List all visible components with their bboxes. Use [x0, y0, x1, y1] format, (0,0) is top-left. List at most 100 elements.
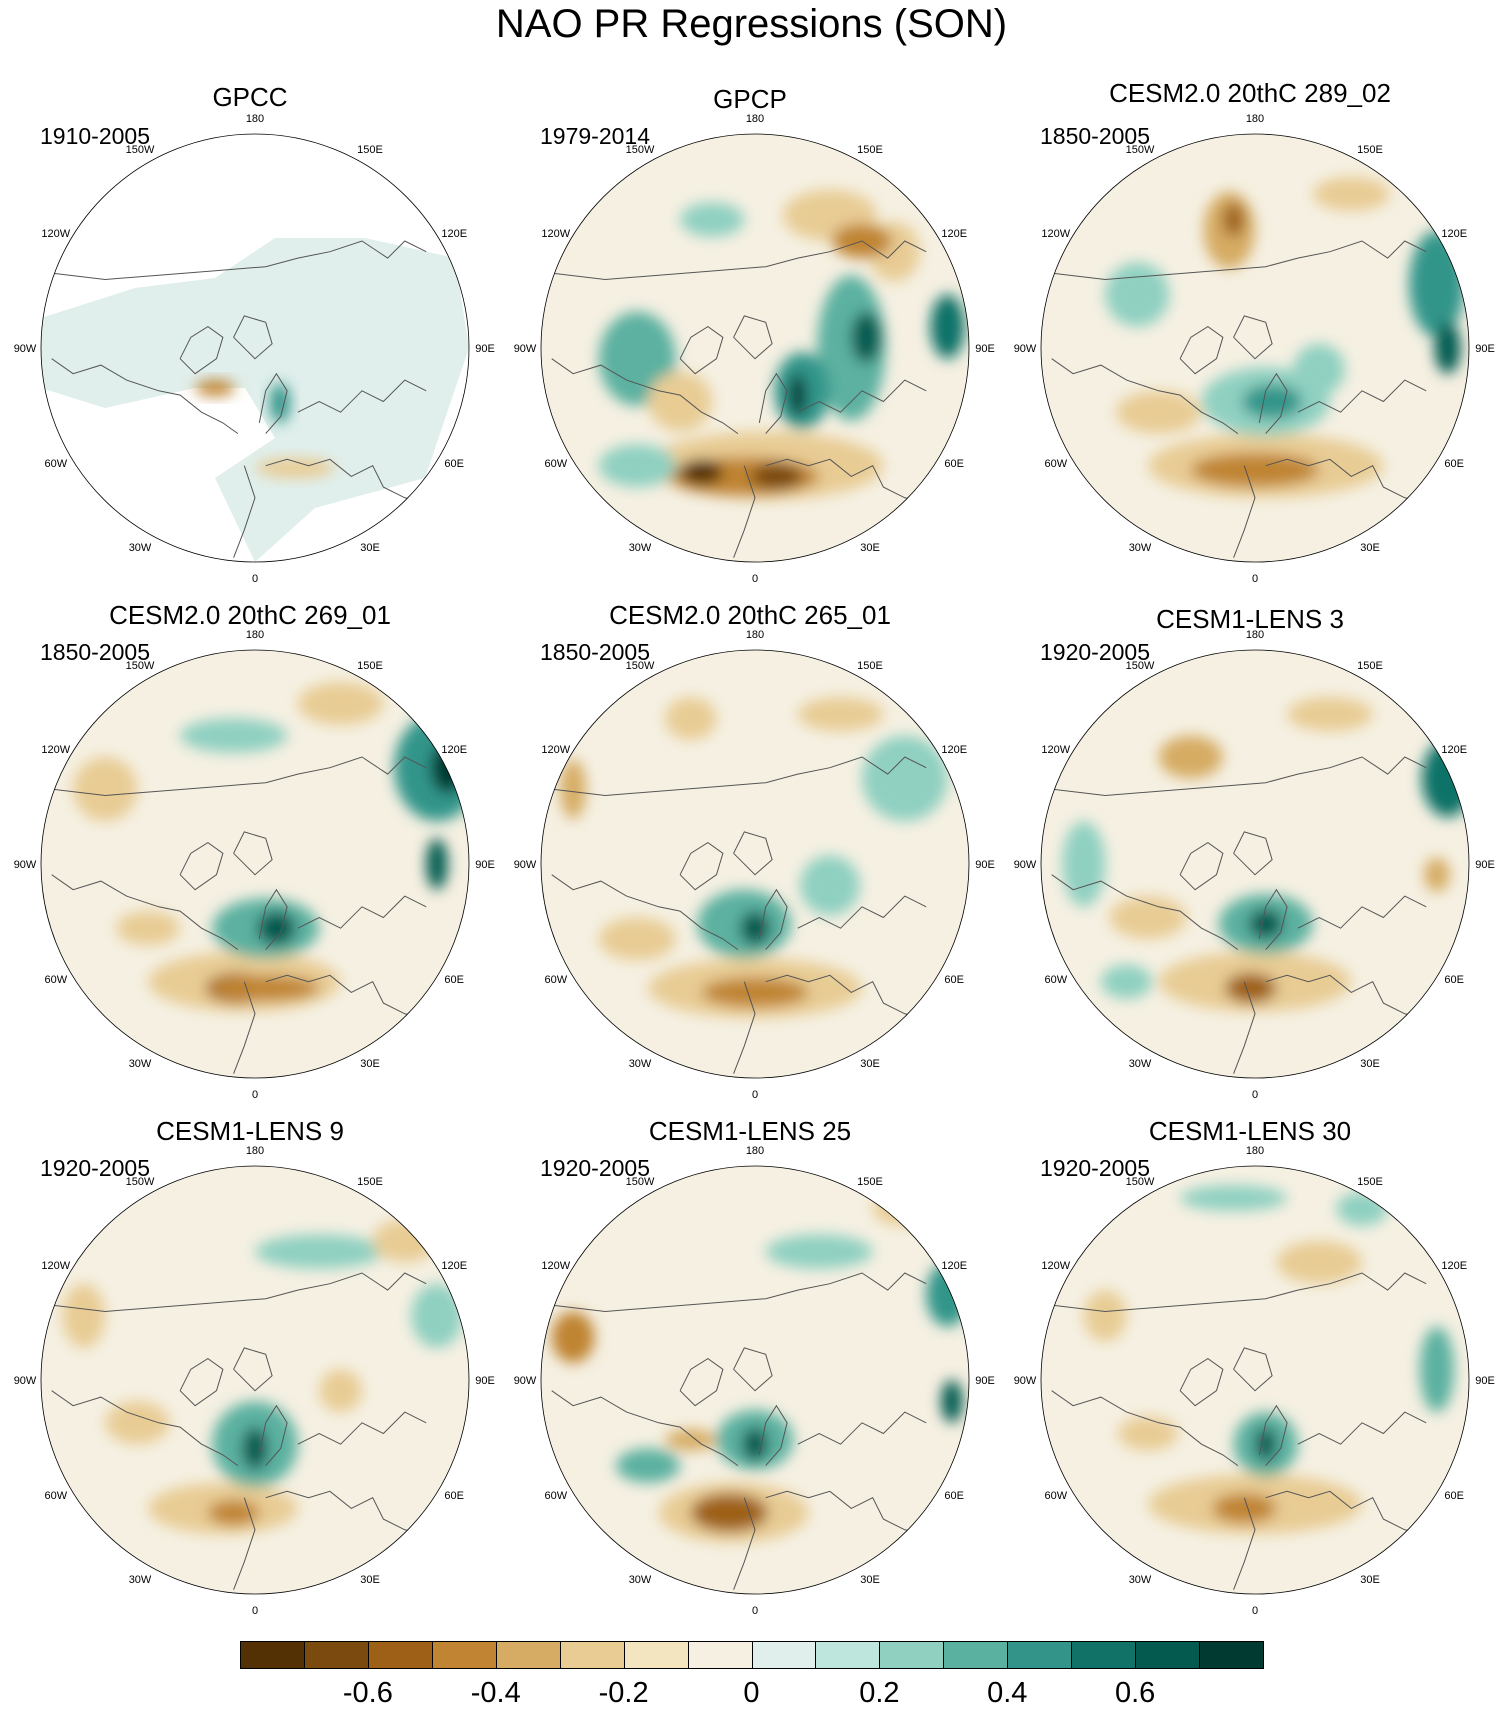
- longitude-label: 90E: [475, 343, 495, 355]
- longitude-label: 90E: [475, 1375, 495, 1387]
- colorbar-swatch: [1007, 1641, 1073, 1669]
- longitude-label: 60E: [944, 458, 964, 470]
- coastline: [233, 981, 256, 1074]
- longitude-label: 60E: [1444, 458, 1464, 470]
- colorbar-swatch: [431, 1641, 497, 1669]
- longitude-label: 60W: [544, 458, 567, 470]
- longitude-label: 90E: [975, 859, 995, 871]
- coastline: [1051, 1390, 1239, 1467]
- colorbar-tick-label: -0.2: [598, 1677, 649, 1709]
- longitude-label: 30E: [1360, 1574, 1380, 1586]
- coastline: [1233, 1347, 1273, 1392]
- coastline: [551, 1390, 739, 1467]
- longitude-label: 60W: [1044, 974, 1067, 986]
- longitude-label: 30E: [360, 542, 380, 554]
- coastline: [797, 1411, 927, 1445]
- longitude-label: 120E: [941, 228, 967, 240]
- coastline: [733, 1497, 756, 1590]
- longitude-label: 0: [252, 1605, 258, 1617]
- longitude-label: 150W: [126, 660, 155, 672]
- longitude-label: 120W: [1041, 744, 1070, 756]
- panel-title: CESM2.0 20thC 269_01: [109, 600, 391, 630]
- coastline: [258, 1404, 288, 1466]
- coastline: [265, 974, 427, 1019]
- coastline: [1258, 888, 1288, 950]
- colorbar-swatch: [623, 1641, 689, 1669]
- coastline: [1233, 465, 1256, 558]
- colorbar-swatch: [751, 1641, 817, 1669]
- coastline: [265, 458, 427, 503]
- map-panel: CESM2.0 20thC 269_01 1850-2005 180 150E 120E…: [0, 598, 500, 1101]
- coastline: [265, 1490, 427, 1535]
- colorbar-tick-label: -0.6: [342, 1677, 393, 1709]
- longitude-label: 90W: [14, 343, 37, 355]
- longitude-label: 60E: [444, 974, 464, 986]
- longitude-label: 90E: [1475, 859, 1495, 871]
- coastline: [51, 1272, 427, 1313]
- longitude-label: 150W: [626, 144, 655, 156]
- coastline: [1258, 1404, 1288, 1466]
- panel-title: CESM1-LENS 25: [648, 1116, 852, 1146]
- colorbar-swatch: [815, 1641, 881, 1669]
- longitude-label: 90E: [1475, 1375, 1495, 1387]
- coastline: [51, 358, 239, 435]
- colorbar-swatch: [303, 1641, 369, 1669]
- coastline: [1051, 874, 1239, 951]
- longitude-label: 0: [252, 1089, 258, 1101]
- longitude-label: 90W: [14, 1375, 37, 1387]
- longitude-label: 150W: [626, 660, 655, 672]
- longitude-label: 60E: [444, 1490, 464, 1502]
- colorbar-swatch: [1071, 1641, 1137, 1669]
- map-panel: CESM1-LENS 3 1920-2005 180 150E 120E 90E 60E 30…: [1000, 598, 1500, 1101]
- colorbar: -0.6 -0.4 -0.2 0 0.2 0.4 0.6: [240, 1641, 1264, 1709]
- coastline: [679, 325, 724, 375]
- panel-period: 1910-2005: [40, 123, 150, 149]
- coastline: [733, 831, 773, 876]
- longitude-label: 90W: [514, 859, 537, 871]
- longitude-label: 0: [1252, 573, 1258, 585]
- panel-title: GPCC: [212, 82, 288, 112]
- map-panel: CESM1-LENS 30 1920-2005 180 150E 120E 90E 60E 3…: [1000, 1114, 1500, 1617]
- coastline: [1233, 1497, 1256, 1590]
- longitude-label: 180: [1246, 629, 1264, 641]
- coastline: [51, 756, 427, 797]
- longitude-label: 90E: [975, 1375, 995, 1387]
- coastline: [758, 372, 788, 434]
- coastline: [1297, 379, 1427, 413]
- colorbar-swatch: [1199, 1641, 1264, 1669]
- longitude-label: 60W: [44, 1490, 67, 1502]
- longitude-label: 30W: [629, 1058, 652, 1070]
- longitude-label: 120W: [41, 744, 70, 756]
- longitude-label: 60W: [44, 974, 67, 986]
- longitude-label: 90W: [14, 859, 37, 871]
- polar-map: 180 150E 120E 90E 60E 30E 0 30W 60W 90W 120W 150W: [14, 1145, 495, 1617]
- panel-period: 1850-2005: [540, 639, 650, 665]
- coastline: [179, 325, 224, 375]
- longitude-label: 150E: [357, 660, 383, 672]
- coastline: [1265, 458, 1427, 503]
- longitude-label: 180: [246, 113, 264, 125]
- coastline: [258, 888, 288, 950]
- longitude-label: 30W: [129, 1058, 152, 1070]
- coastline: [765, 974, 927, 1019]
- panel-period: 1920-2005: [40, 1155, 150, 1181]
- longitude-label: 120W: [541, 228, 570, 240]
- coastline: [733, 315, 773, 360]
- longitude-label: 90W: [514, 343, 537, 355]
- coastline: [233, 465, 256, 558]
- colorbar-tick-label: 0.6: [1114, 1677, 1156, 1709]
- polar-map: 180 150E 120E 90E 60E 30E 0 30W 60W 90W 120W 150W: [14, 629, 495, 1101]
- coastline: [1179, 1357, 1224, 1407]
- coastline: [1233, 315, 1273, 360]
- longitude-label: 180: [746, 1145, 764, 1157]
- polar-map: 180 150E 120E 90E 60E 30E 0 30W 60W 90W 120W 150W: [14, 113, 495, 585]
- land-field: [41, 238, 469, 562]
- longitude-label: 120E: [1441, 744, 1467, 756]
- longitude-label: 120W: [541, 1260, 570, 1272]
- longitude-label: 150W: [1126, 660, 1155, 672]
- colorbar-tick-label: 0.2: [859, 1677, 900, 1709]
- longitude-label: 90E: [475, 859, 495, 871]
- longitude-label: 150E: [1357, 1176, 1383, 1188]
- panel-period: 1920-2005: [1040, 1155, 1150, 1181]
- polar-map: 180 150E 120E 90E 60E 30E 0 30W 60W 90W 120W 150W: [514, 629, 995, 1101]
